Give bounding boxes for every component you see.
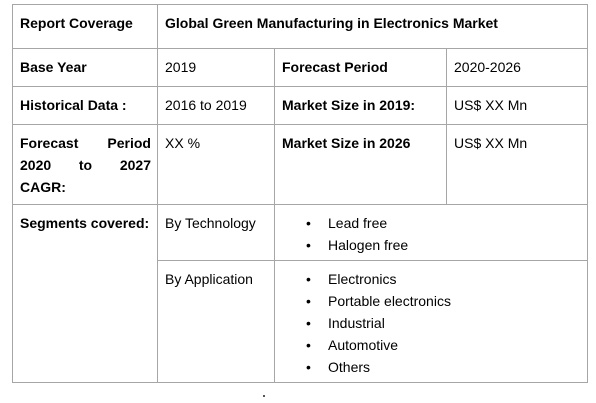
list-item: • Halogen free — [306, 234, 581, 256]
segment-technology-items: • Lead free • Halogen free — [274, 204, 588, 261]
bullet-icon: • — [306, 315, 311, 331]
list-item: • Lead free — [306, 212, 581, 234]
forecast-period-label: Forecast Period — [274, 48, 447, 87]
segments-covered-label: Segments covered: — [12, 204, 158, 383]
market-size-2026-label: Market Size in 2026 — [274, 124, 447, 205]
base-year-label: Base Year — [12, 48, 158, 87]
header-row: Report Coverage Global Green Manufacturi… — [12, 4, 588, 49]
technology-list: • Lead free • Halogen free — [282, 212, 581, 256]
forecast-cagr-label-line1: Forecast Period — [20, 135, 151, 151]
historical-row: Historical Data : 2016 to 2019 Market Si… — [12, 86, 588, 125]
list-item: • Industrial — [306, 312, 581, 334]
segment-technology-name: By Technology — [157, 204, 275, 261]
forecast-cagr-row: Forecast Period 2020 to 2027 CAGR: XX % … — [12, 124, 588, 205]
base-year-row: Base Year 2019 Forecast Period 2020-2026 — [12, 48, 588, 87]
market-size-2019-value: US$ XX Mn — [446, 86, 588, 125]
historical-data-value: 2016 to 2019 — [157, 86, 275, 125]
list-item: • Portable electronics — [306, 290, 581, 312]
segment-application-row: By Application • Electronics • Portable el… — [13, 260, 588, 383]
application-list: • Electronics • Portable electronics • Indu… — [282, 268, 581, 378]
base-year-value: 2019 — [157, 48, 275, 87]
historical-data-label: Historical Data : — [12, 86, 158, 125]
bullet-icon: • — [306, 359, 311, 375]
forecast-period-value: 2020-2026 — [446, 48, 588, 87]
segment-application-name: By Application — [157, 260, 275, 383]
list-item: • Others — [306, 356, 581, 378]
bullet-icon: • — [306, 337, 311, 353]
list-item: • Electronics — [306, 268, 581, 290]
market-size-2026-value: US$ XX Mn — [446, 124, 588, 205]
segment-application-items: • Electronics • Portable electronics • Indu… — [274, 260, 588, 383]
forecast-cagr-label-line3: CAGR: — [20, 179, 66, 195]
cagr-value: XX % — [157, 124, 275, 205]
report-coverage-table: Report Coverage Global Green Manufacturi… — [12, 4, 588, 383]
segment-technology-row: Segments covered: By Technology • Lead fr… — [12, 204, 588, 383]
bullet-icon: • — [306, 271, 311, 287]
header-report-coverage: Report Coverage — [12, 4, 158, 49]
bullet-icon: • — [306, 293, 311, 309]
market-size-2019-label: Market Size in 2019: — [274, 86, 447, 125]
forecast-cagr-label-line2: 2020 to 2027 — [20, 157, 151, 173]
header-market-title: Global Green Manufacturing in Electronic… — [157, 4, 588, 49]
bullet-icon: • — [306, 215, 311, 231]
bullet-icon: • — [306, 237, 311, 253]
forecast-cagr-label: Forecast Period 2020 to 2027 CAGR: — [12, 124, 158, 205]
stray-dot-mark — [263, 395, 265, 397]
list-item: • Automotive — [306, 334, 581, 356]
